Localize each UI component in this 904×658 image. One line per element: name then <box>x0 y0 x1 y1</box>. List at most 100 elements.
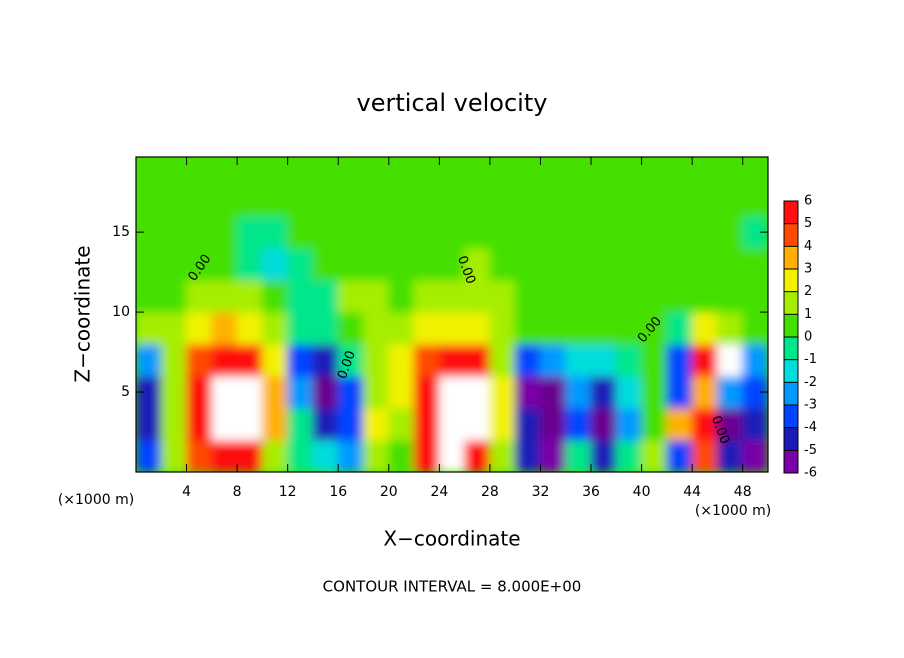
cell <box>211 215 238 249</box>
cell <box>312 343 339 377</box>
colorbar-swatch <box>784 246 798 269</box>
cell <box>438 439 466 472</box>
cell <box>742 439 768 472</box>
cell <box>312 183 339 217</box>
cell <box>489 311 516 345</box>
cell <box>615 407 643 441</box>
cell <box>716 375 744 409</box>
cell <box>211 375 238 409</box>
cell <box>641 157 668 185</box>
cell <box>136 279 162 313</box>
cell <box>514 407 541 441</box>
cell <box>413 375 440 409</box>
cell <box>413 439 440 472</box>
cell <box>691 247 718 281</box>
cell <box>716 311 744 345</box>
cell <box>615 183 643 217</box>
cell <box>337 343 365 377</box>
cell <box>236 247 263 281</box>
cell <box>186 343 213 377</box>
colorbar-swatch <box>784 450 798 473</box>
y-tick-label: 5 <box>121 384 130 400</box>
colorbar-tick-label: 0 <box>804 330 812 345</box>
cell <box>363 183 390 217</box>
cell <box>691 439 718 472</box>
x-axis-label: X−coordinate <box>383 527 520 551</box>
colorbar-tick-label: -4 <box>804 420 817 435</box>
cell <box>742 183 768 217</box>
cell <box>590 439 617 472</box>
cell <box>261 183 289 217</box>
cell <box>236 343 263 377</box>
cell <box>287 375 314 409</box>
cell <box>413 311 440 345</box>
cell <box>438 215 466 249</box>
cell <box>236 311 263 345</box>
colorbar-swatch <box>784 291 798 315</box>
cell <box>413 215 440 249</box>
cell <box>691 279 718 313</box>
cell <box>186 407 213 441</box>
cell <box>312 215 339 249</box>
y-tick-label: 15 <box>112 224 130 240</box>
cell <box>438 407 466 441</box>
colorbar-tick-label: 2 <box>804 284 812 299</box>
cell <box>287 157 314 185</box>
cell <box>691 311 718 345</box>
cell <box>261 279 289 313</box>
cell <box>236 375 263 409</box>
colorbar-tick-label: -1 <box>804 352 817 367</box>
cell <box>413 157 440 185</box>
y-tick-label: 10 <box>112 304 130 320</box>
cell <box>691 183 718 217</box>
cell <box>337 439 365 472</box>
cell <box>337 157 365 185</box>
cell <box>337 183 365 217</box>
x-tick-label: 20 <box>380 484 398 500</box>
cell <box>337 311 365 345</box>
cell <box>716 439 744 472</box>
cell <box>666 215 693 249</box>
cell <box>539 439 567 472</box>
cell <box>464 183 491 217</box>
cell <box>565 439 592 472</box>
cell <box>337 407 365 441</box>
cell <box>160 215 188 249</box>
cell <box>337 247 365 281</box>
x-tick-label: 36 <box>582 484 600 500</box>
cell <box>742 343 768 377</box>
y-axis-label: Z−coordinate <box>71 245 95 382</box>
cell <box>615 311 643 345</box>
cell <box>691 215 718 249</box>
cell <box>388 215 415 249</box>
cell <box>691 157 718 185</box>
cell <box>363 343 390 377</box>
cell <box>590 343 617 377</box>
cell <box>590 311 617 345</box>
cell <box>641 343 668 377</box>
cell <box>388 183 415 217</box>
cell <box>413 343 440 377</box>
cell <box>489 157 516 185</box>
cell <box>666 157 693 185</box>
cell <box>211 343 238 377</box>
cell <box>666 343 693 377</box>
cell <box>489 279 516 313</box>
cell <box>388 407 415 441</box>
cell <box>539 311 567 345</box>
colorbar-swatch <box>784 427 798 451</box>
cell <box>615 439 643 472</box>
colorbar-swatch <box>784 359 798 383</box>
cell <box>438 157 466 185</box>
cell <box>565 215 592 249</box>
cell <box>388 439 415 472</box>
cell <box>716 279 744 313</box>
plot-area <box>136 157 768 472</box>
cell <box>211 183 238 217</box>
cell <box>565 311 592 345</box>
cell <box>388 311 415 345</box>
cell <box>514 439 541 472</box>
cell <box>514 247 541 281</box>
x-tick-label: 12 <box>279 484 297 500</box>
